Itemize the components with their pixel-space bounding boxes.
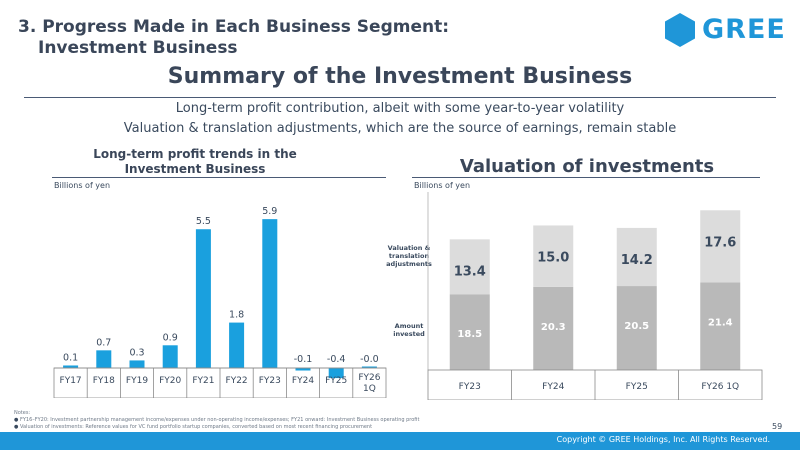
profit-value-label: 0.7 bbox=[96, 337, 111, 348]
note-item: Valuation of investments: Reference valu… bbox=[14, 424, 419, 431]
profit-category-label: FY22 bbox=[226, 376, 248, 386]
profit-category-label: FY24 bbox=[292, 376, 314, 386]
valuation-stacked-bar-chart: Valuation & translation adjustments Amou… bbox=[386, 192, 763, 400]
legend-invested-label-1: Amount bbox=[395, 322, 424, 330]
profit-value-label: 0.9 bbox=[163, 332, 178, 343]
section-title-line2: Investment Business bbox=[38, 38, 238, 58]
profit-bar bbox=[229, 322, 245, 368]
notes-heading: Notes: bbox=[14, 410, 31, 416]
profit-category-label: FY23 bbox=[259, 376, 281, 386]
left-chart-title-line2: Investment Business bbox=[124, 162, 266, 176]
left-chart-title-line1: Long-term profit trends in the bbox=[93, 147, 297, 161]
left-chart-divider bbox=[52, 177, 386, 178]
left-chart-title: Long-term profit trends in the Investmen… bbox=[80, 147, 310, 177]
adjustment-value-label: 13.4 bbox=[454, 264, 486, 279]
logo-text: GREE bbox=[702, 14, 786, 45]
legend-invested-label-2: invested bbox=[393, 330, 425, 338]
legend-adjustments-label-2: translation bbox=[389, 252, 430, 260]
profit-trend-bar-chart: 0.1 0.7 0.3 0.9 5.5 1.8 5.9 -0.1 -0.4 -0.0 FY17 FY1… bbox=[53, 206, 387, 398]
profit-bar bbox=[96, 350, 112, 368]
hexagon-logo-icon bbox=[665, 13, 695, 47]
valuation-category-label: FY23 bbox=[459, 382, 481, 392]
profit-bar bbox=[162, 345, 178, 368]
left-chart-unit: Billions of yen bbox=[54, 181, 111, 190]
note-item: FY16–FY20: Investment partnership manage… bbox=[14, 417, 419, 424]
invested-bar-segment bbox=[533, 286, 574, 370]
gree-logo: GREE bbox=[662, 12, 785, 48]
profit-bar bbox=[129, 360, 145, 368]
heading-divider bbox=[24, 97, 776, 98]
adjustment-value-label: 17.6 bbox=[704, 235, 736, 250]
legend-adjustments-label-1: Valuation & bbox=[388, 244, 431, 252]
invested-bar-segment bbox=[616, 286, 657, 370]
profit-bar bbox=[295, 368, 311, 371]
profit-category-label: FY18 bbox=[93, 376, 115, 386]
profit-bar bbox=[328, 368, 344, 379]
profit-value-label: 5.5 bbox=[196, 216, 211, 227]
profit-category-label: FY25 bbox=[325, 376, 347, 386]
adjustment-value-label: 14.2 bbox=[621, 253, 653, 268]
profit-category-label-suffix: 1Q bbox=[363, 384, 376, 394]
footer-bar: Copyright © GREE Holdings, Inc. All Righ… bbox=[0, 432, 800, 450]
valuation-category-label: FY25 bbox=[626, 382, 648, 392]
adjustment-bar-segment bbox=[616, 227, 657, 287]
profit-category-label: FY17 bbox=[60, 376, 82, 386]
page-number: 59 bbox=[772, 422, 783, 431]
profit-category-label: FY21 bbox=[192, 376, 214, 386]
adjustment-bar-segment bbox=[449, 239, 490, 295]
section-title-line1: 3. Progress Made in Each Business Segmen… bbox=[18, 17, 450, 37]
profit-bar bbox=[361, 366, 377, 368]
profit-bar bbox=[195, 229, 211, 368]
profit-value-label: -0.0 bbox=[360, 354, 379, 365]
footnotes: Notes: FY16–FY20: Investment partnership… bbox=[14, 410, 419, 431]
section-title: 3. Progress Made in Each Business Segmen… bbox=[18, 17, 449, 59]
profit-bar bbox=[63, 365, 79, 368]
page-title: Summary of the Investment Business bbox=[167, 64, 633, 89]
profit-category-label: FY26 bbox=[358, 373, 380, 383]
adjustment-bar-segment bbox=[700, 210, 741, 283]
profit-value-label: 1.8 bbox=[229, 310, 244, 321]
profit-value-label: -0.1 bbox=[294, 354, 313, 365]
legend-adjustments-label-3: adjustments bbox=[386, 260, 432, 268]
copyright-text: Copyright © GREE Holdings, Inc. All Righ… bbox=[556, 435, 770, 444]
invested-value-label: 20.5 bbox=[624, 321, 649, 332]
profit-value-label: 0.1 bbox=[63, 352, 78, 363]
invested-bar-segment bbox=[700, 282, 741, 370]
profit-value-label: -0.4 bbox=[327, 354, 346, 365]
right-chart-title: Valuation of investments bbox=[459, 156, 715, 177]
invested-value-label: 20.3 bbox=[541, 322, 566, 333]
adjustment-value-label: 15.0 bbox=[537, 250, 569, 265]
adjustment-bar-segment bbox=[533, 225, 574, 287]
profit-value-label: 5.9 bbox=[262, 206, 277, 217]
summary-line-1: Long-term profit contribution, albeit wi… bbox=[175, 101, 625, 116]
right-chart-divider bbox=[412, 177, 760, 178]
valuation-category-label: FY24 bbox=[542, 382, 564, 392]
right-chart-unit: Billions of yen bbox=[414, 181, 471, 190]
notes-list: FY16–FY20: Investment partnership manage… bbox=[14, 417, 419, 431]
invested-value-label: 21.4 bbox=[708, 317, 733, 328]
profit-bar bbox=[262, 219, 278, 368]
invested-value-label: 18.5 bbox=[457, 329, 482, 340]
profit-category-label: FY20 bbox=[159, 376, 181, 386]
profit-category-label: FY19 bbox=[126, 376, 148, 386]
valuation-category-label: FY26 1Q bbox=[701, 382, 739, 392]
summary-line-2: Valuation & translation adjustments, whi… bbox=[123, 121, 677, 136]
profit-value-label: 0.3 bbox=[129, 347, 144, 358]
invested-bar-segment bbox=[449, 294, 490, 370]
